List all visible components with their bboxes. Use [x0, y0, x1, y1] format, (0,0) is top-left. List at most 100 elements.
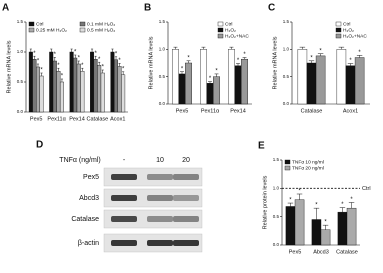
y-tick-label: 0.5: [273, 214, 280, 219]
significance-mark: *: [94, 51, 97, 57]
significance-mark: *: [118, 58, 121, 64]
bar: [199, 49, 207, 105]
legend-label: 0.5 mM H₂O₂: [87, 27, 115, 33]
legend-label: H₂O₂+NAC: [343, 33, 367, 39]
error-bar: [173, 46, 178, 50]
error-bar: [90, 48, 94, 52]
legend-swatch: [284, 159, 291, 165]
protein-label: β-actin: [78, 240, 99, 247]
significance-mark: *: [215, 69, 218, 75]
bar: [93, 59, 98, 113]
protein-label: Pex5: [83, 174, 99, 181]
error-bar: [77, 60, 80, 64]
error-bar: [114, 56, 118, 60]
error-bar: [313, 207, 320, 220]
y-axis-label: Relative mRNA levels: [6, 40, 12, 93]
bar: [80, 70, 85, 113]
bar: [336, 49, 347, 105]
error-bar: [29, 48, 32, 52]
blot-band: [111, 195, 137, 201]
bar: [234, 65, 242, 105]
error-bar: [347, 63, 354, 66]
error-bar: [50, 48, 53, 52]
significance-mark: *: [122, 66, 125, 72]
significance-mark: *: [78, 56, 81, 62]
error-bar: [356, 55, 363, 58]
y-tick-label: 1.0: [283, 47, 290, 52]
significance-mark: *: [209, 76, 212, 82]
bar: [241, 58, 248, 105]
y-tick-label: 1.0: [159, 47, 166, 52]
bar: [110, 51, 115, 113]
significance-mark: *: [40, 68, 43, 74]
blot-band: [173, 195, 199, 201]
lane-label: 20: [182, 157, 190, 164]
significance-mark: *: [81, 63, 84, 69]
legend-swatch: [335, 21, 342, 27]
x-tick-label: Pex14: [230, 108, 246, 114]
error-bar: [180, 71, 184, 74]
legend-label: 0.25 mM H₂O₂: [36, 27, 67, 33]
bar: [90, 51, 95, 113]
significance-mark: *: [57, 63, 60, 69]
error-bar: [229, 46, 234, 50]
significance-mark: *: [237, 58, 240, 64]
error-bar: [186, 60, 191, 63]
error-bar: [98, 61, 101, 66]
y-axis-label: Relative protein levels: [262, 175, 268, 229]
error-bar: [53, 57, 56, 61]
error-bar: [242, 57, 247, 60]
bar: [354, 57, 365, 105]
error-bar: [296, 193, 303, 200]
bar: [213, 76, 220, 105]
x-tick-label: Acox1: [343, 108, 358, 114]
significance-mark: *: [181, 66, 184, 72]
bar: [36, 66, 40, 113]
bar: [297, 49, 308, 105]
legend-swatch: [335, 27, 342, 33]
x-tick-label: Pex5: [176, 108, 189, 114]
x-tick-label: Pex11α: [47, 116, 66, 122]
blot-band: [173, 216, 199, 222]
bar: [52, 60, 57, 113]
significance-mark: *: [187, 55, 190, 61]
legend-swatch: [28, 21, 35, 27]
bar: [178, 73, 186, 105]
legend-swatch: [79, 21, 86, 27]
significance-mark: *: [358, 50, 361, 56]
bar: [337, 211, 348, 246]
bar: [32, 59, 37, 113]
error-bar: [236, 63, 240, 66]
y-tick-label: 1.0: [17, 49, 24, 54]
significance-mark: *: [289, 198, 292, 204]
bar: [39, 75, 44, 113]
blot-band: [111, 174, 137, 180]
legend-swatch: [28, 27, 35, 33]
bar: [117, 66, 122, 113]
error-bar: [201, 46, 206, 50]
error-bar: [339, 207, 346, 213]
lane-label: 10: [156, 157, 164, 164]
legend-label: H₂O₂: [343, 27, 354, 33]
y-tick-label: 0.0: [283, 101, 290, 106]
error-bar: [287, 202, 294, 207]
x-tick-label: Catalase: [336, 249, 358, 255]
panel-letter: E: [258, 141, 265, 152]
error-bar: [214, 73, 219, 77]
bar: [171, 49, 179, 105]
bar: [185, 62, 192, 105]
significance-mark: *: [319, 48, 322, 54]
bar: [97, 64, 102, 113]
bar: [49, 51, 54, 113]
error-bar: [74, 54, 77, 58]
error-bar: [122, 71, 125, 75]
panel-letter: A: [2, 3, 9, 14]
bar: [320, 229, 331, 246]
y-tick-label: 1.5: [159, 19, 166, 24]
x-tick-label: Pex5: [30, 116, 43, 122]
significance-mark: *: [243, 52, 246, 58]
y-tick-label: 1.5: [273, 157, 280, 162]
bar: [311, 219, 322, 246]
blot-band: [147, 174, 173, 180]
significance-mark: *: [315, 203, 318, 209]
